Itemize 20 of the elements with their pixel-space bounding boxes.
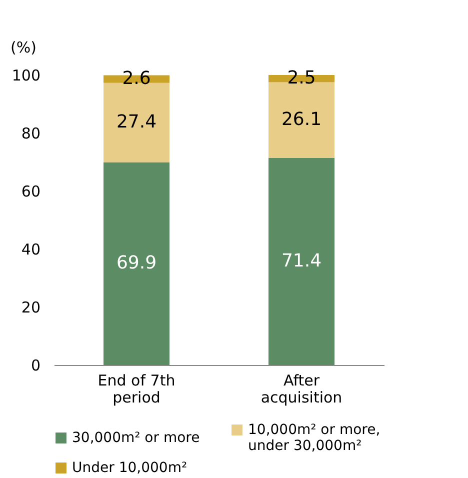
data-label: 71.4 bbox=[281, 250, 322, 272]
y-tick-label: 40 bbox=[21, 240, 40, 258]
data-label: 26.1 bbox=[281, 109, 322, 130]
legend-label: 10,000m² or more, under 30,000m² bbox=[248, 422, 380, 454]
bar bbox=[268, 82, 334, 158]
y-axis-title: (%) bbox=[10, 38, 36, 56]
y-tick-label: 0 bbox=[30, 356, 40, 374]
x-tick-label: End of 7th period bbox=[98, 372, 176, 406]
legend-label: 30,000m² or more bbox=[72, 430, 200, 446]
y-tick-label: 100 bbox=[12, 66, 40, 84]
x-tick-label: After acquisition bbox=[260, 372, 342, 406]
bar bbox=[104, 162, 170, 365]
y-tick-label: 60 bbox=[21, 182, 40, 200]
data-label: 27.4 bbox=[116, 112, 157, 133]
bar bbox=[268, 158, 334, 365]
legend-label: Under 10,000m² bbox=[72, 460, 188, 476]
y-tick-label: 80 bbox=[21, 124, 40, 142]
bar bbox=[104, 82, 170, 162]
data-label: 69.9 bbox=[116, 252, 157, 274]
y-tick-label: 20 bbox=[21, 298, 40, 316]
